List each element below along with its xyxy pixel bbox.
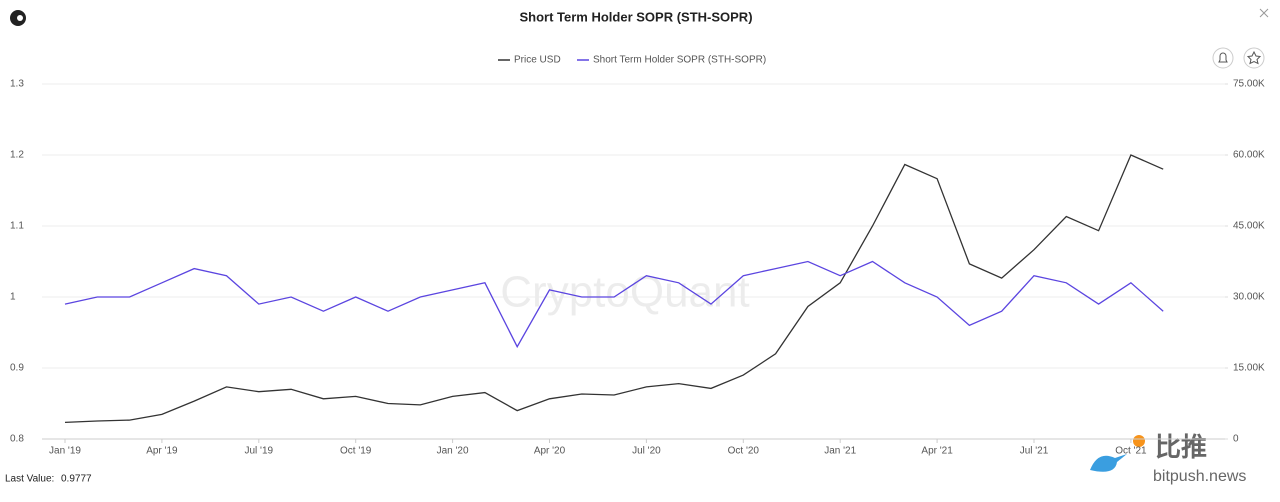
logo xyxy=(10,10,26,26)
y-tick-label: 1.3 xyxy=(10,79,24,90)
x-tick-label: Jan '21 xyxy=(824,446,856,457)
x-tick-label: Oct '21 xyxy=(1115,446,1147,457)
y-tick-label: 1.2 xyxy=(10,150,24,161)
series-line xyxy=(64,260,1164,349)
y-tick-label: 0.9 xyxy=(10,363,24,374)
x-tick-label: Oct '19 xyxy=(340,446,372,457)
legend-label: Price USD xyxy=(514,55,561,66)
y2-tick-label: 15.00K xyxy=(1233,363,1265,374)
brand-site: bitpush.news xyxy=(1153,468,1246,485)
last-value-label: Last Value: xyxy=(5,474,54,485)
legend-label: Short Term Holder SOPR (STH-SOPR) xyxy=(593,55,766,66)
brand-bird xyxy=(1090,454,1127,472)
favorite-button[interactable] xyxy=(1243,47,1265,69)
y-tick-label: 1 xyxy=(10,292,16,303)
x-tick-label: Jul '19 xyxy=(245,446,274,457)
x-tick-label: Apr '19 xyxy=(146,446,178,457)
x-tick-label: Jul '21 xyxy=(1020,446,1049,457)
y2-tick-label: 45.00K xyxy=(1233,221,1265,232)
y-tick-label: 0.8 xyxy=(10,434,24,445)
star-icon xyxy=(1246,50,1262,65)
y2-tick-label: 30.00K xyxy=(1233,292,1265,303)
close-button[interactable] xyxy=(1259,8,1269,18)
x-tick-label: Apr '21 xyxy=(921,446,953,457)
y-tick-label: 1.1 xyxy=(10,221,24,232)
x-tick-label: Jul '20 xyxy=(632,446,661,457)
alert-button[interactable] xyxy=(1212,47,1234,69)
x-tick-label: Oct '20 xyxy=(728,446,760,457)
x-tick-label: Jan '19 xyxy=(49,446,81,457)
x-tick-label: Apr '20 xyxy=(534,446,566,457)
bell-icon xyxy=(1218,52,1228,63)
chart-title: Short Term Holder SOPR (STH-SOPR) xyxy=(519,9,752,24)
brand-coin xyxy=(1133,435,1145,447)
watermark: CryptoQuant xyxy=(500,268,749,317)
last-value: 0.9777 xyxy=(61,474,92,485)
series-line xyxy=(64,154,1164,424)
x-tick-label: Jan '20 xyxy=(437,446,469,457)
y2-tick-label: 75.00K xyxy=(1233,79,1265,90)
y2-tick-label: 0 xyxy=(1233,434,1239,445)
y2-tick-label: 60.00K xyxy=(1233,150,1265,161)
brand-name: 比推 xyxy=(1155,432,1207,462)
